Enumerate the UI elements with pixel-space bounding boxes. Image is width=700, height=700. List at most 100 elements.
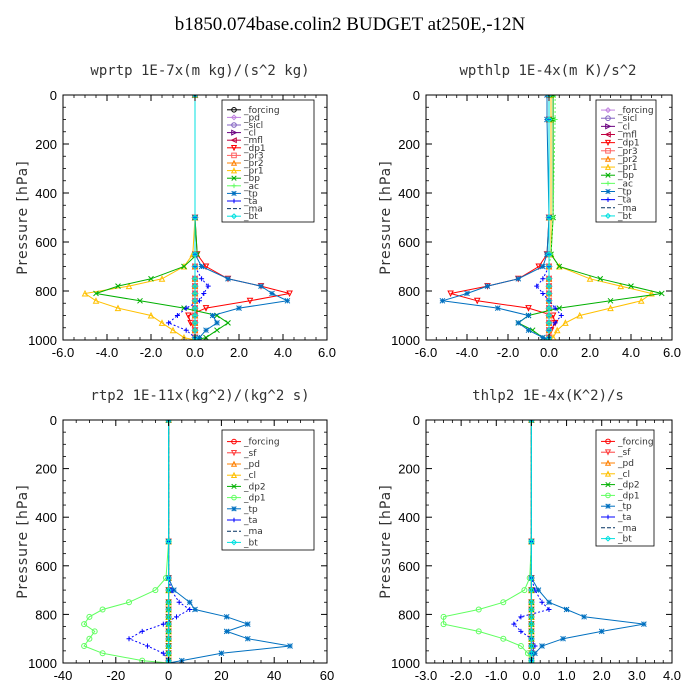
series-markers-bt xyxy=(545,95,553,340)
legend-item: _dp2 xyxy=(601,481,640,491)
legend: _forcing_pd_sicl_cl_mfl_dp1_pr3_pr2_pr1_… xyxy=(221,99,315,223)
x-tick-label: 1.0 xyxy=(558,668,576,683)
y-tick-label: 600 xyxy=(398,559,420,574)
legend-item: _dp1 xyxy=(227,144,266,154)
legend: _forcing_sicl_cl_mfl_dp1_pr3_pr2_pr1_bp_… xyxy=(595,99,657,223)
legend-item: _ma xyxy=(227,527,263,537)
legend-label: _dp1 xyxy=(617,139,640,149)
y-tick-label: 200 xyxy=(35,137,57,152)
legend-item: _bp xyxy=(227,174,260,184)
x-tick-label: -20 xyxy=(106,668,125,683)
legend-item: _mfl xyxy=(601,131,637,141)
legend-label: _pr2 xyxy=(617,155,638,165)
legend-label: _tp xyxy=(243,505,258,515)
legend-item: _ta xyxy=(227,516,258,526)
legend-item: _mfl xyxy=(227,136,263,146)
legend-label: _sicl xyxy=(617,114,637,124)
legend-label: _ma xyxy=(617,524,637,534)
legend-label: _ac xyxy=(243,182,259,192)
legend-label: _bt xyxy=(617,535,632,545)
y-axis-label: Pressure [hPa] xyxy=(378,484,394,598)
legend-label: _sf xyxy=(617,448,631,458)
legend-item: _sf xyxy=(227,449,257,459)
x-tick-label: -1.0 xyxy=(485,668,507,683)
x-tick-label: 20 xyxy=(214,668,228,683)
legend-label: _pd xyxy=(243,113,260,123)
series-markers-bt xyxy=(528,420,535,663)
y-tick-label: 600 xyxy=(35,559,57,574)
series-group xyxy=(81,95,293,340)
legend-item: _pr1 xyxy=(227,167,264,177)
y-tick-label: 200 xyxy=(35,462,57,477)
x-tick-label: -6.0 xyxy=(415,345,437,360)
legend-label: _ac xyxy=(617,179,633,189)
legend-item: _sf xyxy=(601,448,631,458)
legend-label: _bp xyxy=(243,174,260,184)
legend-item: _ta xyxy=(601,196,632,206)
legend: _forcing_sf_pd_cl_dp2_dp1_tp_ta_ma_bt xyxy=(595,429,655,547)
legend-label: _mfl xyxy=(617,131,637,141)
y-tick-label: 0 xyxy=(413,88,420,103)
legend-label: _dp1 xyxy=(243,494,266,504)
legend-item: _ta xyxy=(601,513,632,523)
series-markers-dp1 xyxy=(440,420,535,663)
x-tick-label: 0.0 xyxy=(186,345,204,360)
x-tick-label: -2.0 xyxy=(140,345,162,360)
legend-item: _dp1 xyxy=(227,494,266,504)
legend-label: _bp xyxy=(617,171,634,181)
x-tick-label: 6.0 xyxy=(663,345,681,360)
legend-label: _ma xyxy=(243,527,263,537)
legend-label: _bt xyxy=(243,538,258,548)
series-markers-tp xyxy=(439,95,552,340)
series-group xyxy=(81,420,293,663)
legend-box xyxy=(595,429,655,547)
y-axis-label: Pressure [hPa] xyxy=(15,484,31,598)
chart-title: rtp2 1E-11x(kg^2)/(kg^2 s) xyxy=(90,388,309,404)
legend-item: _forcing xyxy=(601,106,654,116)
legend-item: _bt xyxy=(227,212,258,222)
series-markers-dp1 xyxy=(447,95,559,340)
x-tick-label: -2.0 xyxy=(450,668,472,683)
chart-panel-2: wpthlp 1E-4x(m K)/s^2 Pressure [hPa] -6.0 -… xyxy=(378,63,681,360)
x-tick-label: 2.0 xyxy=(593,668,611,683)
x-tick-label: 3.0 xyxy=(628,668,646,683)
legend-item: _forcing xyxy=(601,437,654,447)
legend-item: _tp xyxy=(227,189,258,199)
legend-item: _pd xyxy=(601,459,634,469)
y-tick-label: 400 xyxy=(398,186,420,201)
chart-panel-1: wprtp 1E-7x(m kg)/(s^2 kg) Pressure [hPa]… xyxy=(15,63,336,360)
x-tick-label: 60 xyxy=(320,668,334,683)
x-tick-label: 0.0 xyxy=(540,345,558,360)
y-tick-label: 1000 xyxy=(28,333,57,348)
legend-label: _dp1 xyxy=(243,144,266,154)
legend-item: _forcing xyxy=(227,106,280,116)
legend-item: _ma xyxy=(601,204,637,214)
y-tick-label: 800 xyxy=(35,284,57,299)
x-tick-label: 4.0 xyxy=(274,345,292,360)
legend-box xyxy=(221,99,315,223)
legend-label: _ma xyxy=(243,205,263,215)
x-tick-label: 4.0 xyxy=(663,668,681,683)
legend-box xyxy=(221,429,315,551)
legend-label: _ta xyxy=(617,196,632,206)
legend-item: _bt xyxy=(227,538,258,548)
legend-label: _forcing xyxy=(617,106,654,116)
legend-label: _dp2 xyxy=(617,481,640,491)
y-tick-label: 600 xyxy=(35,235,57,250)
legend-item: _cl xyxy=(601,122,630,132)
y-tick-label: 0 xyxy=(413,413,420,428)
legend-item: _pd xyxy=(227,113,260,123)
legend-item: _ac xyxy=(601,179,633,189)
series-line-dp1 xyxy=(443,420,532,663)
y-tick-label: 1000 xyxy=(391,333,420,348)
series-line-ta xyxy=(167,95,209,340)
legend-label: _forcing xyxy=(617,437,654,447)
chart-title: wpthlp 1E-4x(m K)/s^2 xyxy=(459,63,636,79)
x-tick-label: 0.0 xyxy=(522,668,540,683)
legend-label: _ta xyxy=(617,513,632,523)
y-tick-label: 400 xyxy=(35,510,57,525)
legend-label: _dp2 xyxy=(243,482,266,492)
series-line-ta xyxy=(127,420,191,663)
legend-label: _ma xyxy=(617,204,637,214)
